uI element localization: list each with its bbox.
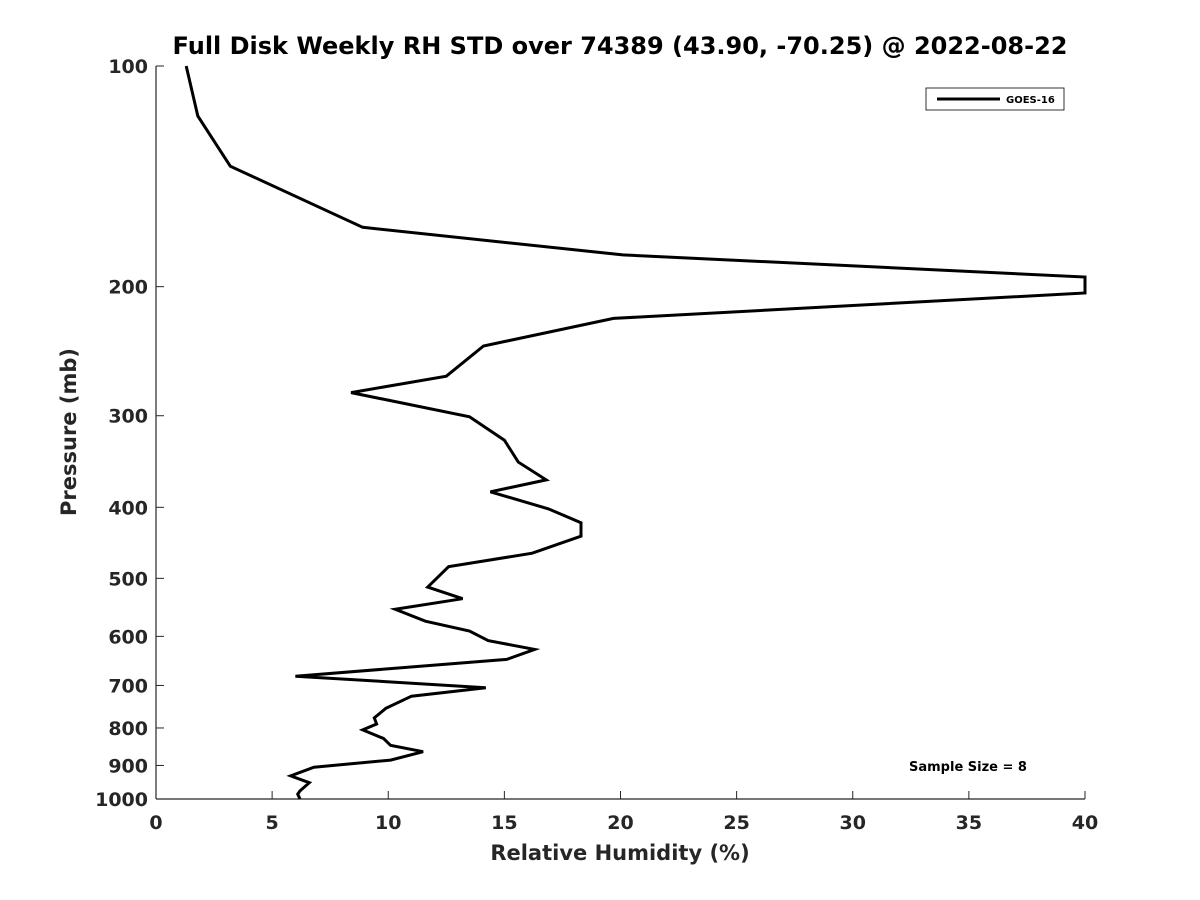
legend: GOES-16: [925, 87, 1065, 111]
x-tick-label: 15: [491, 812, 517, 834]
y-tick-label: 200: [108, 277, 148, 299]
y-tick-label: 400: [108, 497, 148, 519]
x-tick-label: 20: [607, 812, 633, 834]
y-tick-label: 1000: [95, 789, 148, 811]
legend-label-goes-16: GOES-16: [1006, 95, 1055, 106]
chart-title: Full Disk Weekly RH STD over 74389 (43.9…: [173, 32, 1068, 60]
y-tick-label: 500: [108, 568, 148, 590]
x-tick-label: 5: [266, 812, 279, 834]
y-axis-label: Pressure (mb): [57, 348, 81, 516]
x-axis-label: Relative Humidity (%): [490, 841, 749, 865]
y-tick-label: 800: [108, 718, 148, 740]
y-tick-label: 700: [108, 675, 148, 697]
plot-frame: [156, 66, 1085, 799]
series-group: [184, 65, 1087, 800]
sample-size-annotation: Sample Size = 8: [909, 760, 1027, 775]
x-tick-label: 35: [956, 812, 982, 834]
series-line-goes-16: [184, 65, 1087, 800]
y-axis-ticks: 100 200 300 400 500 600 700 800 900 1000: [95, 56, 164, 811]
x-tick-label: 25: [723, 812, 749, 834]
x-tick-label: 0: [149, 812, 162, 834]
y-tick-label: 300: [108, 406, 148, 428]
x-axis-ticks: 0 5 10 15 20 25 30 35 40: [149, 791, 1098, 834]
x-tick-label: 40: [1072, 812, 1098, 834]
x-tick-label: 30: [840, 812, 866, 834]
y-tick-label: 600: [108, 626, 148, 648]
x-tick-label: 10: [375, 812, 401, 834]
y-tick-label: 100: [108, 56, 148, 78]
y-tick-label: 900: [108, 755, 148, 777]
